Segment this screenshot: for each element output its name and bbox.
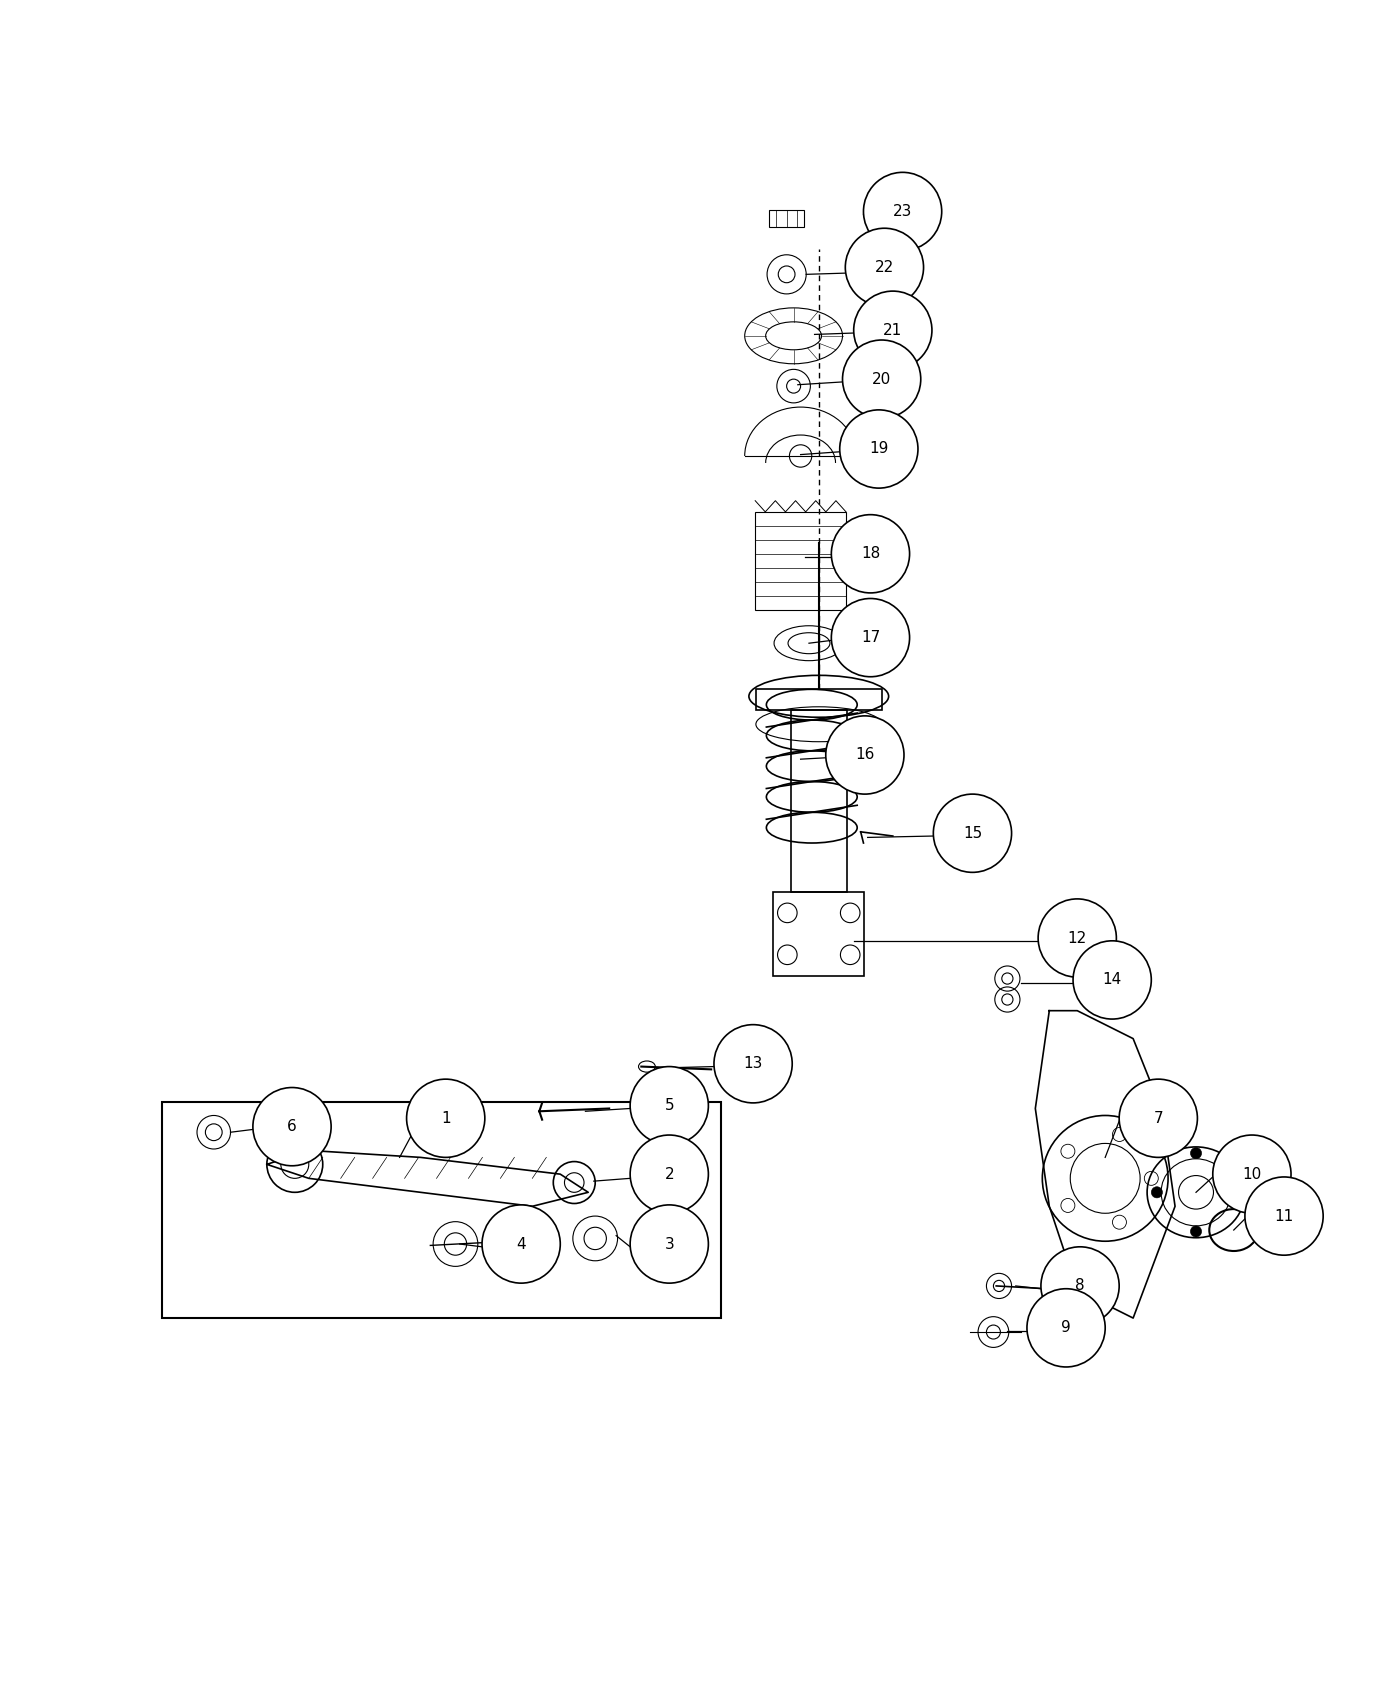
- Circle shape: [846, 228, 924, 306]
- Text: 15: 15: [963, 826, 981, 842]
- Text: 10: 10: [1242, 1166, 1261, 1181]
- Text: 3: 3: [665, 1236, 675, 1251]
- Bar: [773, 892, 864, 976]
- Bar: [756, 688, 882, 711]
- Text: 23: 23: [893, 204, 913, 219]
- Bar: [791, 711, 847, 893]
- Circle shape: [1028, 1289, 1105, 1367]
- Text: 17: 17: [861, 631, 881, 644]
- Text: 19: 19: [869, 442, 889, 457]
- Circle shape: [832, 515, 910, 593]
- Text: 8: 8: [1075, 1278, 1085, 1294]
- Circle shape: [253, 1088, 332, 1166]
- Circle shape: [1042, 1246, 1119, 1324]
- Circle shape: [840, 410, 918, 488]
- Circle shape: [482, 1205, 560, 1284]
- Circle shape: [854, 291, 932, 369]
- Text: 13: 13: [743, 1056, 763, 1071]
- Circle shape: [630, 1136, 708, 1214]
- Circle shape: [1212, 1136, 1291, 1214]
- Circle shape: [1039, 899, 1116, 978]
- Circle shape: [934, 794, 1012, 872]
- Circle shape: [1190, 1226, 1201, 1238]
- Bar: [755, 512, 846, 610]
- Text: 20: 20: [872, 372, 892, 386]
- Circle shape: [843, 340, 921, 418]
- Text: 11: 11: [1274, 1209, 1294, 1224]
- Text: 6: 6: [287, 1119, 297, 1134]
- Text: 18: 18: [861, 546, 881, 561]
- Bar: [162, 1102, 721, 1318]
- Text: 7: 7: [1154, 1110, 1163, 1125]
- Text: 12: 12: [1068, 930, 1086, 945]
- Text: 5: 5: [665, 1098, 673, 1114]
- Circle shape: [1151, 1187, 1162, 1198]
- Text: 22: 22: [875, 260, 895, 275]
- Circle shape: [864, 172, 942, 250]
- Circle shape: [714, 1025, 792, 1103]
- Circle shape: [826, 716, 904, 794]
- Text: 21: 21: [883, 323, 903, 338]
- Circle shape: [1072, 940, 1151, 1018]
- Bar: [769, 211, 804, 226]
- Text: 1: 1: [441, 1110, 451, 1125]
- Circle shape: [1245, 1176, 1323, 1255]
- Text: 2: 2: [665, 1166, 673, 1181]
- Circle shape: [1119, 1080, 1197, 1158]
- Circle shape: [630, 1066, 708, 1144]
- Text: 4: 4: [517, 1236, 526, 1251]
- Text: 14: 14: [1103, 972, 1121, 988]
- Text: 9: 9: [1061, 1321, 1071, 1336]
- Circle shape: [406, 1080, 484, 1158]
- Text: 16: 16: [855, 748, 875, 763]
- Circle shape: [832, 598, 910, 677]
- Circle shape: [1229, 1187, 1240, 1198]
- Circle shape: [1190, 1148, 1201, 1159]
- Circle shape: [630, 1205, 708, 1284]
